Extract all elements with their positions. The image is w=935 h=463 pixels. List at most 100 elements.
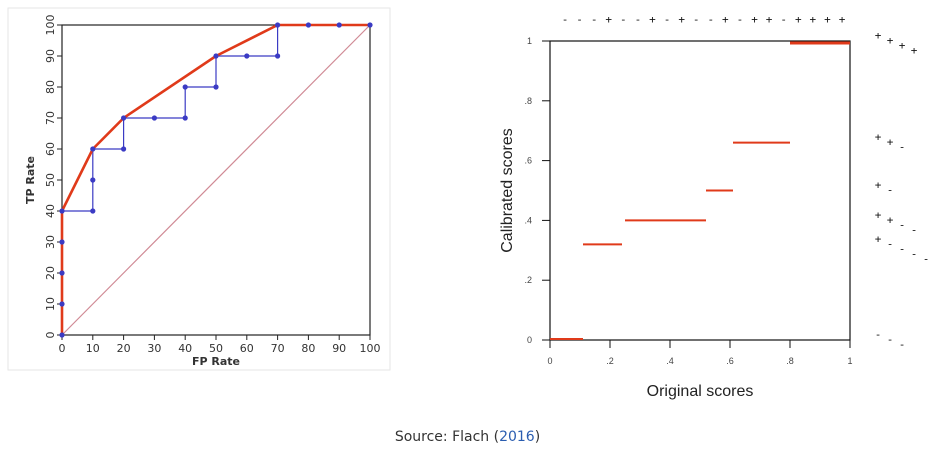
top-class-mark: +	[810, 13, 817, 26]
roc-x-tick-label: 40	[178, 342, 192, 355]
right-class-mark: -	[911, 223, 918, 236]
right-class-mark: -	[899, 141, 906, 154]
top-class-mark: +	[751, 13, 758, 26]
roc-point	[305, 22, 311, 28]
roc-y-tick-label: 60	[44, 142, 57, 156]
right-class-mark: -	[911, 247, 918, 260]
top-class-mark: +	[605, 13, 612, 26]
top-class-mark: -	[620, 13, 627, 26]
calibration-x-tick-label: 1	[847, 356, 852, 366]
roc-y-tick-label: 70	[44, 111, 57, 125]
roc-point	[121, 146, 127, 152]
roc-point	[275, 53, 281, 59]
calibration-y-tick-label: .8	[524, 96, 532, 106]
calibration-x-tick-label: .2	[606, 356, 614, 366]
roc-point	[336, 22, 342, 28]
roc-y-tick-label: 50	[44, 173, 57, 187]
top-class-mark: +	[824, 13, 831, 26]
right-class-mark: -	[887, 333, 894, 346]
roc-y-tick-label: 10	[44, 297, 57, 311]
roc-point	[90, 146, 96, 152]
right-class-mark: -	[923, 252, 930, 265]
roc-point	[367, 22, 373, 28]
roc-x-tick-label: 100	[360, 342, 381, 355]
source-caption: Source: Flach (2016)	[0, 429, 935, 445]
right-class-mark: +	[887, 213, 894, 226]
right-class-mark: +	[899, 39, 906, 52]
roc-y-tick-label: 0	[44, 332, 57, 339]
right-class-mark: +	[875, 208, 882, 221]
right-class-mark: -	[899, 338, 906, 351]
calibration-y-tick-label: .6	[524, 156, 532, 166]
roc-point	[275, 22, 281, 28]
roc-point	[151, 115, 157, 121]
right-class-mark: +	[887, 34, 894, 47]
calibration-y-tick-label: .4	[524, 215, 532, 225]
top-class-mark: -	[780, 13, 787, 26]
right-class-mark: -	[899, 218, 906, 231]
roc-x-tick-label: 10	[86, 342, 100, 355]
roc-y-tick-label: 90	[44, 49, 57, 63]
roc-point	[59, 239, 65, 245]
calibration-y-tick-label: .2	[524, 275, 532, 285]
right-class-mark: +	[875, 179, 882, 192]
roc-y-tick-label: 30	[44, 235, 57, 249]
top-class-mark: -	[693, 13, 700, 26]
roc-point	[182, 115, 188, 121]
right-class-mark: -	[887, 184, 894, 197]
top-class-mark: -	[737, 13, 744, 26]
calibration-x-tick-label: .8	[786, 356, 794, 366]
top-class-mark: -	[591, 13, 598, 26]
roc-point	[59, 301, 65, 307]
calibration-x-tick-label: .6	[726, 356, 734, 366]
top-class-mark: +	[839, 13, 846, 26]
roc-x-tick-label: 30	[147, 342, 161, 355]
roc-x-axis-label: FP Rate	[192, 355, 240, 368]
roc-point	[213, 53, 219, 59]
top-class-mark: -	[562, 13, 569, 26]
roc-x-tick-label: 70	[271, 342, 285, 355]
roc-point	[182, 84, 188, 90]
roc-point	[121, 115, 127, 121]
top-class-mark: -	[576, 13, 583, 26]
roc-x-tick-label: 90	[332, 342, 346, 355]
roc-x-tick-label: 50	[209, 342, 223, 355]
right-class-mark: +	[875, 232, 882, 245]
roc-point	[59, 332, 65, 338]
right-class-mark: +	[911, 44, 918, 57]
calibration-x-tick-label: .4	[666, 356, 674, 366]
roc-point	[244, 53, 250, 59]
calibration-x-tick-label: 0	[547, 356, 552, 366]
roc-point	[213, 84, 219, 90]
roc-y-tick-label: 100	[44, 15, 57, 36]
roc-y-tick-label: 80	[44, 80, 57, 94]
right-class-mark: +	[887, 136, 894, 149]
roc-y-tick-label: 40	[44, 204, 57, 218]
calibration-x-axis-label: Original scores	[647, 383, 754, 400]
top-class-mark: +	[678, 13, 685, 26]
citation-year-link[interactable]: 2016	[499, 429, 535, 445]
roc-x-tick-label: 0	[59, 342, 66, 355]
roc-point	[59, 270, 65, 276]
roc-y-tick-label: 20	[44, 266, 57, 280]
top-class-mark: +	[766, 13, 773, 26]
top-class-mark: +	[795, 13, 802, 26]
calibration-y-tick-label: 1	[527, 36, 532, 46]
calibration-y-axis-label: Calibrated scores	[499, 128, 516, 253]
roc-x-tick-label: 60	[240, 342, 254, 355]
caption-prefix: Source: Flach (	[394, 429, 500, 445]
roc-x-tick-label: 20	[117, 342, 131, 355]
top-class-mark: -	[664, 13, 671, 26]
roc-panel-frame	[7, 7, 391, 371]
roc-point	[90, 208, 96, 214]
top-class-mark: +	[649, 13, 656, 26]
calibration-y-tick-label: 0	[527, 335, 532, 345]
roc-point	[59, 208, 65, 214]
right-class-mark: -	[899, 242, 906, 255]
calibration-plot-area	[549, 40, 851, 341]
roc-y-axis-label: TP Rate	[24, 156, 37, 204]
right-class-mark: -	[887, 237, 894, 250]
top-class-mark: -	[635, 13, 642, 26]
roc-x-tick-label: 80	[301, 342, 315, 355]
